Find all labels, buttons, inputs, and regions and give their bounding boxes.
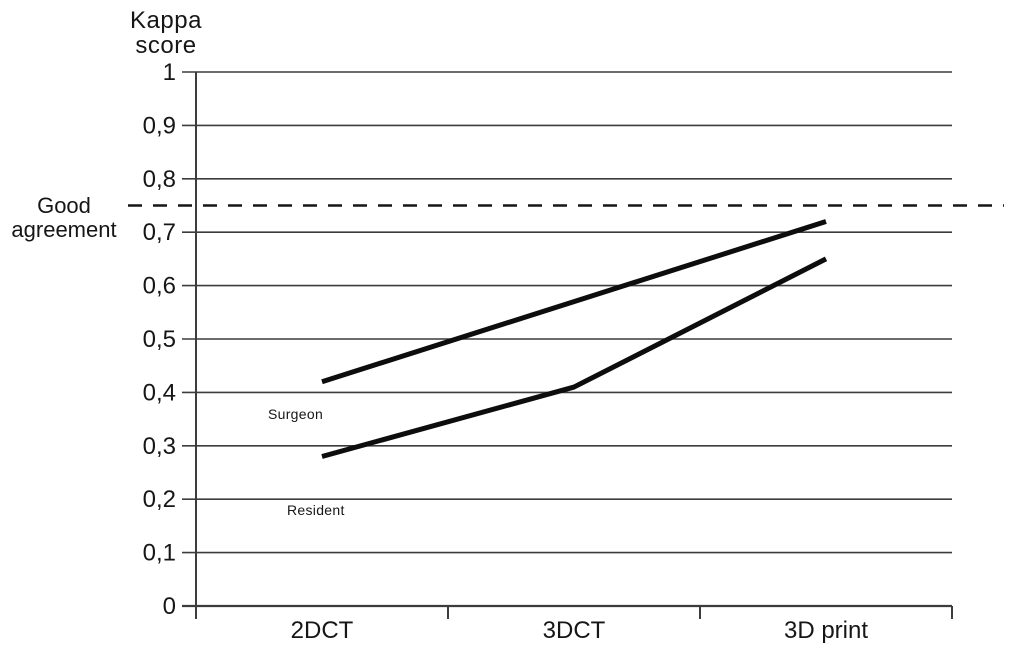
y-tick-label: 0,6 (143, 273, 176, 300)
x-category-label: 3D print (784, 617, 868, 644)
y-tick-label: 0,7 (143, 219, 176, 246)
y-axis-title-line1: Kappa (130, 7, 202, 34)
x-category-label: 2DCT (291, 617, 354, 644)
y-axis-title: Kappa score (112, 8, 220, 58)
surgeon-series-label: Surgeon (268, 406, 324, 422)
y-tick-label: 0,3 (143, 433, 176, 460)
x-category-label: 3DCT (543, 617, 606, 644)
y-tick-label: 0,4 (143, 379, 176, 406)
resident-series-label: Resident (287, 502, 345, 518)
y-tick-label: 0,8 (143, 166, 176, 193)
series-line-surgeon (321, 219, 827, 385)
y-tick-label: 1 (163, 59, 176, 86)
series-line-resident (321, 256, 828, 459)
y-tick-label: 0,9 (143, 112, 176, 139)
y-tick-label: 0 (163, 593, 176, 620)
y-tick-label: 0,2 (143, 486, 176, 513)
y-axis-title-line2: score (135, 32, 197, 59)
y-tick-label: 0,1 (143, 540, 176, 567)
y-tick-label: 0,5 (143, 326, 176, 353)
good-agreement-label: Good agreement (11, 193, 117, 242)
